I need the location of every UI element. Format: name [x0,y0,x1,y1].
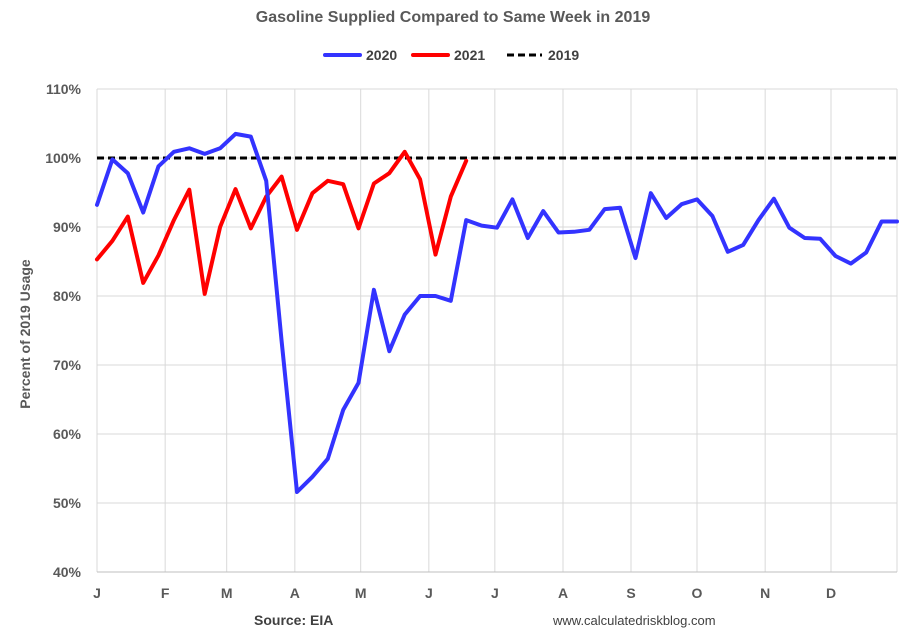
y-tick-label: 50% [53,495,82,511]
legend: 2020 2021 2019 [323,47,579,63]
x-tick-label: D [826,585,836,601]
x-tick-label: A [290,585,300,601]
y-tick-label: 110% [46,81,82,97]
x-tick-label: J [93,585,101,601]
website-label: www.calculatedriskblog.com [552,613,716,628]
legend-label-2019: 2019 [548,47,579,63]
y-tick-label: 90% [53,219,82,235]
y-tick-label: 70% [53,357,82,373]
x-tick-label: F [161,585,170,601]
x-tick-label: N [760,585,770,601]
chart-title: Gasoline Supplied Compared to Same Week … [256,9,651,26]
x-tick-label: O [692,585,703,601]
y-axis-title: Percent of 2019 Usage [17,259,33,409]
legend-label-2021: 2021 [454,47,485,63]
series-line-2020 [95,131,899,494]
x-tick-label: M [221,585,233,601]
y-tick-label: 100% [45,150,81,166]
x-tick-label: J [491,585,499,601]
grid [96,88,898,573]
x-tick-label: S [626,585,635,601]
x-tick-label: A [558,585,568,601]
source-label: Source: EIA [254,612,333,628]
series-line-2021 [95,149,469,296]
y-axis: 40% 50% 60% 70% 80% 90% 100% 110% [45,81,81,580]
y-tick-label: 40% [53,564,82,580]
y-tick-label: 80% [53,288,82,304]
x-tick-label: J [425,585,433,601]
legend-label-2020: 2020 [366,47,397,63]
x-tick-label: M [355,585,367,601]
plot-area [95,131,899,494]
y-tick-label: 60% [53,426,82,442]
